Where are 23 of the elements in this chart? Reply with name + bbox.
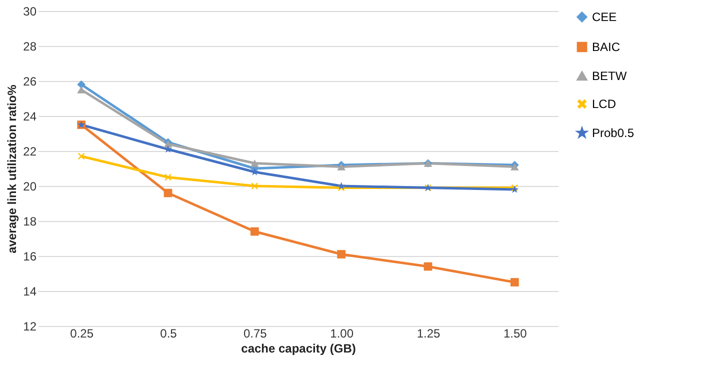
y-tick-label: 16 (23, 250, 37, 264)
x-tick-label: 0.5 (160, 326, 178, 340)
x-tick-label: 0.75 (243, 326, 268, 340)
x-axis-title: cache capacity (GB) (241, 342, 356, 356)
y-tick-label: 22 (23, 144, 37, 158)
y-tick-label: 26 (23, 74, 37, 88)
x-tick-label: 1.00 (330, 326, 354, 340)
y-tick-label: 30 (23, 4, 37, 18)
y-tick-label: 24 (23, 110, 37, 124)
x-tick-label: 1.25 (416, 326, 440, 340)
y-tick-label: 28 (23, 40, 37, 54)
legend-label: BETW (592, 69, 628, 83)
y-tick-label: 20 (23, 180, 37, 194)
y-tick-label: 14 (23, 284, 37, 298)
y-tick-label: 18 (23, 214, 37, 228)
legend-label: BAIC (592, 40, 620, 54)
y-tick-label: 12 (23, 320, 37, 334)
x-tick-label: 1.50 (503, 326, 528, 340)
y-axis-title: average link utilization ratio% (5, 84, 20, 254)
legend-label: Prob0.5 (592, 126, 634, 140)
x-tick-label: 0.25 (70, 326, 94, 340)
legend-label: CEE (592, 10, 617, 24)
legend-label: LCD (592, 97, 616, 111)
